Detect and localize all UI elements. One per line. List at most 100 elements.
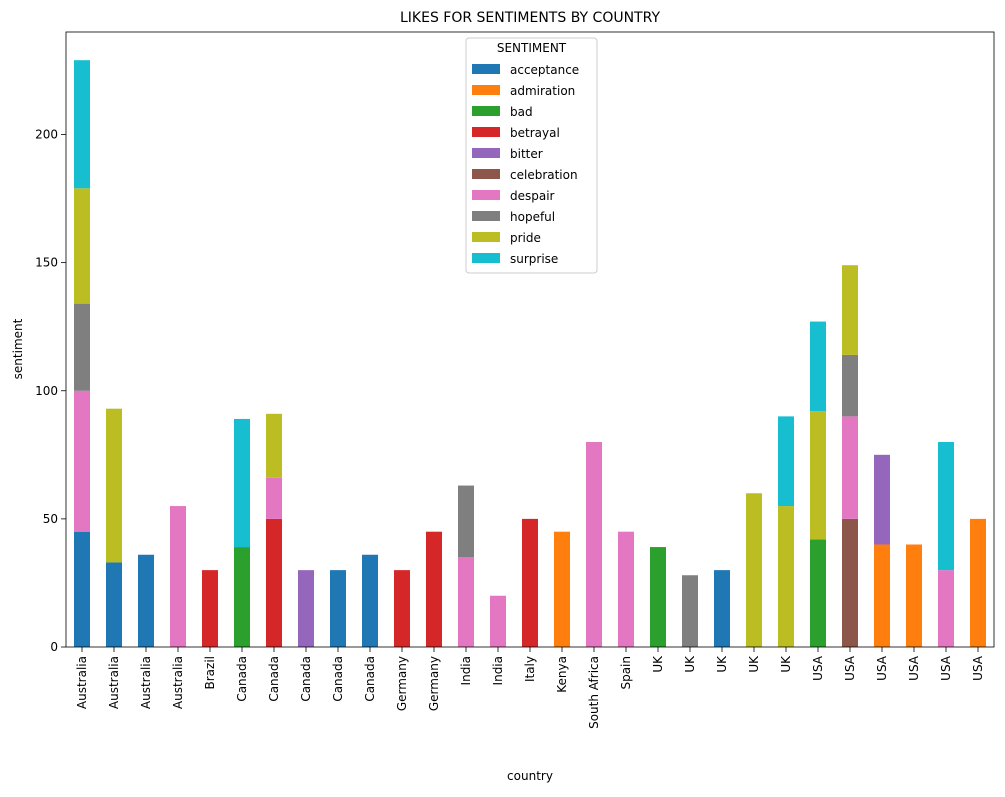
bar-segment-despair-27	[938, 570, 954, 648]
legend: SENTIMENT acceptance admiration bad betrayal…	[465, 37, 598, 274]
x-axis: Australia Australia Australia Australia Braz…	[75, 647, 985, 729]
bar-segment-despair-24	[842, 416, 858, 519]
x-tick-label: UK	[715, 655, 729, 673]
bar-segment-bad-5	[234, 547, 250, 647]
x-tick-label: India	[459, 656, 473, 685]
bar-segment-acceptance-20	[714, 570, 730, 648]
bar-segment-pride-0	[74, 188, 90, 304]
bar-segment-bitter-7	[298, 570, 314, 648]
bar-segment-despair-16	[586, 442, 602, 647]
bar-segment-pride-22	[778, 506, 794, 647]
y-tick-label: 50	[43, 512, 58, 526]
bar-segment-betrayal-4	[202, 570, 218, 648]
legend-swatch-celebration	[472, 169, 500, 179]
x-tick-label: USA	[875, 655, 889, 681]
bar-segment-hopeful-19	[682, 575, 698, 647]
bar-segment-despair-6	[266, 477, 282, 519]
legend-swatch-despair	[472, 190, 500, 200]
legend-swatch-acceptance	[472, 64, 500, 74]
y-axis: 0 50 100 150 200	[35, 128, 66, 654]
bar-segment-surprise-5	[234, 418, 250, 548]
x-tick-label: Germany	[395, 656, 409, 711]
x-tick-label: USA	[811, 655, 825, 681]
x-tick-label: UK	[683, 655, 697, 673]
legend-swatch-surprise	[472, 253, 500, 263]
bar-segment-admiration-15	[554, 531, 570, 647]
bar-segment-pride-1	[106, 408, 122, 563]
y-tick-label: 100	[35, 384, 58, 398]
bar-segment-betrayal-6	[266, 518, 282, 648]
x-tick-label: USA	[843, 655, 857, 681]
legend-swatch-hopeful	[472, 211, 500, 221]
bar-segment-surprise-22	[778, 416, 794, 507]
x-tick-label: Brazil	[203, 656, 217, 690]
legend-swatch-admiration	[472, 85, 500, 95]
legend-label-pride: pride	[510, 231, 541, 245]
bar-segment-despair-17	[618, 531, 634, 647]
bar-segment-acceptance-8	[330, 570, 346, 648]
bar-segment-pride-6	[266, 413, 282, 478]
x-tick-label: Australia	[75, 656, 89, 709]
legend-label-celebration: celebration	[510, 168, 578, 182]
chart-title: LIKES FOR SENTIMENTS BY COUNTRY	[400, 10, 660, 26]
x-tick-label: Canada	[331, 656, 345, 702]
bar-segment-admiration-25	[874, 544, 890, 647]
legend-label-surprise: surprise	[510, 252, 558, 266]
bar-segment-bitter-25	[874, 454, 890, 545]
x-tick-label: Kenya	[555, 656, 569, 693]
x-tick-label: Canada	[299, 656, 313, 702]
legend-swatch-pride	[472, 232, 500, 242]
x-tick-label: India	[491, 656, 505, 685]
bar-segment-despair-12	[458, 557, 474, 647]
x-tick-label: Germany	[427, 656, 441, 711]
legend-label-hopeful: hopeful	[510, 210, 555, 224]
bar-segment-celebration-24	[842, 518, 858, 648]
bar-segment-admiration-28	[970, 518, 986, 648]
plot-area	[65, 31, 995, 648]
legend-label-betrayal: betrayal	[510, 126, 560, 140]
y-tick-label: 150	[35, 256, 58, 270]
legend-label-bitter: bitter	[510, 147, 543, 161]
bar-segment-betrayal-14	[522, 518, 538, 648]
bar-segment-hopeful-24	[842, 354, 858, 417]
bar-segment-acceptance-2	[138, 554, 154, 647]
legend-swatch-bad	[472, 106, 500, 116]
x-tick-label: Spain	[619, 656, 633, 690]
bar-segment-surprise-27	[938, 442, 954, 571]
x-axis-label: country	[507, 769, 553, 783]
legend-label-acceptance: acceptance	[510, 63, 579, 77]
x-tick-label: UK	[651, 655, 665, 673]
bar-segment-acceptance-1	[106, 562, 122, 647]
x-tick-label: Australia	[107, 656, 121, 709]
bar-segment-betrayal-11	[426, 531, 442, 647]
bar-segment-surprise-23	[810, 321, 826, 412]
bar-segment-hopeful-0	[74, 303, 90, 391]
legend-title: SENTIMENT	[497, 41, 567, 55]
bar-segment-despair-3	[170, 506, 186, 647]
y-tick-label: 0	[50, 640, 58, 654]
bar-segment-admiration-26	[906, 544, 922, 647]
bar-segment-pride-21	[746, 493, 762, 647]
x-tick-label: South Africa	[587, 656, 601, 729]
bar-segment-despair-13	[490, 595, 506, 647]
legend-swatch-bitter	[472, 148, 500, 158]
x-tick-label: USA	[939, 655, 953, 681]
bar-segment-hopeful-12	[458, 485, 474, 558]
bar-segment-acceptance-9	[362, 554, 378, 647]
x-tick-label: UK	[779, 655, 793, 673]
bar-segment-pride-23	[810, 411, 826, 540]
x-tick-label: Australia	[171, 656, 185, 709]
x-tick-label: Canada	[267, 656, 281, 702]
y-tick-label: 200	[35, 128, 58, 142]
bar-segment-betrayal-10	[394, 570, 410, 648]
bar-segment-despair-0	[74, 390, 90, 532]
x-tick-label: Italy	[523, 656, 537, 682]
y-axis-label: sentiment	[11, 318, 25, 379]
legend-label-bad: bad	[510, 105, 533, 119]
legend-swatch-betrayal	[472, 127, 500, 137]
legend-label-despair: despair	[510, 189, 555, 203]
x-tick-label: USA	[971, 655, 985, 681]
x-tick-label: Canada	[235, 656, 249, 702]
